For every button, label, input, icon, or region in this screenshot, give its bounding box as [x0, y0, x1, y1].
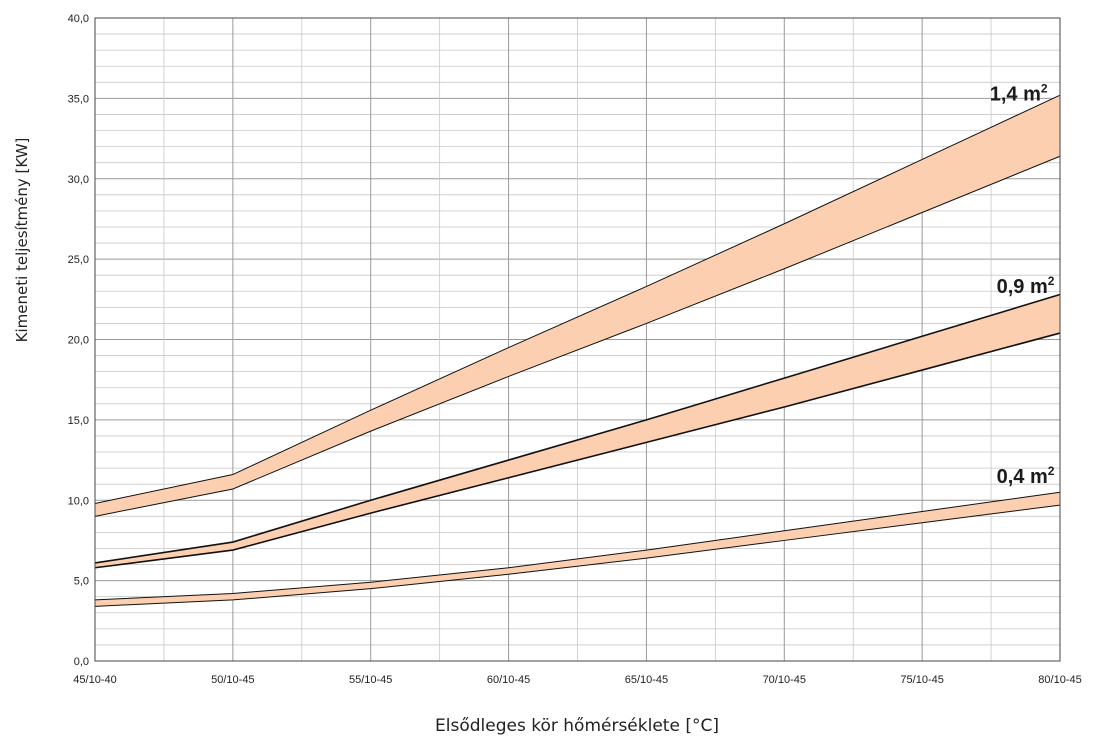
x-tick-label: 75/10-45 — [900, 674, 943, 686]
band-label: 0,9 m2 — [997, 274, 1055, 298]
y-tick-label: 0,0 — [74, 656, 89, 668]
band-lower-line-2 — [94, 504, 1061, 607]
band-lower-line-0 — [94, 155, 1061, 517]
x-tick-label: 70/10-45 — [763, 674, 806, 686]
y-tick-label: 20,0 — [68, 335, 89, 347]
band-label-superscript: 2 — [1041, 81, 1048, 95]
x-tick-label: 80/10-45 — [1038, 674, 1081, 686]
band-label-superscript: 2 — [1048, 464, 1055, 478]
y-tick-label: 35,0 — [68, 93, 89, 105]
y-axis-title: Kimeneti teljesítmény [KW] — [13, 138, 31, 343]
x-tick-label: 45/10-40 — [73, 674, 116, 686]
y-tick-label: 15,0 — [68, 415, 89, 427]
y-tick-label: 30,0 — [68, 174, 89, 186]
band-lower-line-1 — [94, 332, 1061, 569]
y-tick-label: 40,0 — [68, 13, 89, 25]
y-axis-ticks: 0,0 5,0 10,0 15,0 20,0 25,0 30,0 35,0 40,0 — [68, 13, 89, 668]
x-axis-ticks: 45/10-40 50/10-45 55/10-45 60/10-45 65/10-45… — [73, 674, 1081, 686]
y-tick-label: 10,0 — [68, 495, 89, 507]
y-tick-label: 25,0 — [68, 254, 89, 266]
x-tick-label: 60/10-45 — [487, 674, 530, 686]
band-upper-line-2 — [94, 491, 1061, 601]
bands — [94, 94, 1061, 607]
band-upper-line-1 — [94, 293, 1061, 564]
band-labels: 1,4 m2 0,9 m2 0,4 m2 — [990, 81, 1055, 488]
plot-area-border — [94, 17, 1061, 662]
x-tick-label: 55/10-45 — [349, 674, 392, 686]
x-tick-label: 50/10-45 — [211, 674, 254, 686]
band-label-superscript: 2 — [1048, 274, 1055, 288]
band-label: 0,4 m2 — [997, 464, 1055, 488]
band-upper-line-0 — [94, 94, 1061, 504]
y-tick-label: 5,0 — [74, 576, 89, 588]
band-label: 1,4 m2 — [990, 81, 1048, 105]
x-tick-label: 65/10-45 — [625, 674, 668, 686]
x-axis-title: Elsődleges kör hőmérséklete [°C] — [435, 716, 719, 736]
